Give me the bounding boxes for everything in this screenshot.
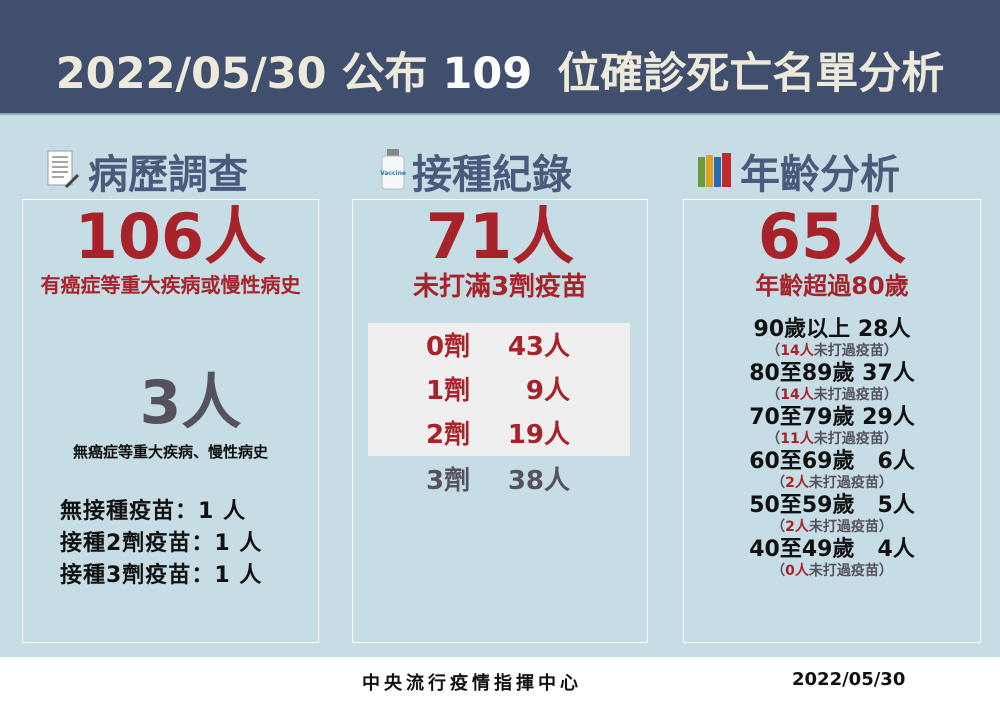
title-date: 2022/05/30 xyxy=(55,49,327,99)
age-count: 6人 xyxy=(877,449,915,474)
dose-label: 3劑 xyxy=(426,466,471,496)
history-breakdown-row: 接種3劑疫苗：1 人 xyxy=(60,557,262,589)
section-title-text: 年齡分析 xyxy=(740,152,900,198)
dose-row: 0劑 43人 xyxy=(340,327,660,367)
unvaccinated-note: 未打過疫苗 xyxy=(813,343,884,359)
breakdown-value: ：1 人 xyxy=(191,563,263,588)
history-main-count: 106人 xyxy=(74,200,267,273)
page-title: 2022/05/30 公布 109 位確診死亡名單分析 xyxy=(0,44,1000,104)
section-title-history: 病歷調查 xyxy=(44,145,248,205)
dose-count: 38人 xyxy=(507,466,570,496)
dose-label: 0劑 xyxy=(426,332,471,362)
unvaccinated-count: 11人 xyxy=(780,431,814,447)
age-group-row: 60至69歲 6人 （2人未打過疫苗） xyxy=(749,449,915,491)
unvaccinated-count: 2人 xyxy=(785,519,809,535)
dose-count: 19人 xyxy=(507,420,570,450)
title-count: 109 xyxy=(442,49,533,99)
history-secondary-desc: 無癌症等重大疾病、慢性病史 xyxy=(72,443,268,461)
unvaccinated-count: 0人 xyxy=(785,563,809,579)
age-range: 60至69歲 xyxy=(749,449,855,474)
vaccine-bottle-icon: Vaccine xyxy=(378,147,408,208)
age-range: 80至89歲 xyxy=(749,361,855,386)
title-publish: 公布 xyxy=(341,49,428,99)
section-title-text: 病歷調查 xyxy=(88,152,248,198)
unvaccinated-note: 未打過疫苗 xyxy=(808,475,879,491)
dose-highlight-bg xyxy=(368,323,630,456)
document-icon xyxy=(44,147,84,208)
dose-label: 2劑 xyxy=(426,420,471,450)
vaccine-main-count: 71人 xyxy=(425,200,575,273)
footer: 中央流行疫情指揮中心 2022/05/30 xyxy=(0,657,1000,707)
age-range: 90歲以上 xyxy=(753,317,851,342)
breakdown-label: 無接種疫苗 xyxy=(60,499,176,524)
section-title-vaccine: Vaccine 接種紀錄 xyxy=(378,145,572,205)
svg-text:Vaccine: Vaccine xyxy=(380,170,406,177)
age-count: 37人 xyxy=(862,361,915,386)
title-rest: 位確診死亡名單分析 xyxy=(557,49,945,99)
age-group-row: 80至89歲 37人 （14人未打過疫苗） xyxy=(749,361,915,403)
history-secondary-count: 3人 xyxy=(139,368,242,438)
dose-label: 1劑 xyxy=(426,376,471,406)
unvaccinated-note: 未打過疫苗 xyxy=(808,563,879,579)
dose-row: 3劑 38人 xyxy=(340,461,660,501)
dose-count: 43人 xyxy=(507,332,570,362)
breakdown-label: 接種2劑疫苗 xyxy=(60,531,192,556)
unvaccinated-note: 未打過疫苗 xyxy=(813,387,884,403)
vaccine-box: 71人 未打滿3劑疫苗 xyxy=(352,199,648,643)
age-main-desc: 年齡超過80歲 xyxy=(755,272,909,300)
age-count: 29人 xyxy=(862,405,915,430)
unvaccinated-note: 未打過疫苗 xyxy=(813,431,884,447)
age-count: 28人 xyxy=(857,317,911,342)
breakdown-label: 接種3劑疫苗 xyxy=(60,563,192,588)
section-title-text: 接種紀錄 xyxy=(412,152,572,198)
age-group-row: 40至49歲 4人 （0人未打過疫苗） xyxy=(749,537,915,579)
age-count: 4人 xyxy=(877,537,915,562)
vaccine-main-desc: 未打滿3劑疫苗 xyxy=(412,272,588,302)
age-range: 40至49歲 xyxy=(749,537,855,562)
main-panel: 病歷調查 Vaccine 接種紀錄 年齡分析 106人 有癌症等重大疾病或慢性病… xyxy=(0,113,1000,659)
history-box: 106人 有癌症等重大疾病或慢性病史 3人 無癌症等重大疾病、慢性病史 xyxy=(22,199,319,643)
age-group-row: 50至59歲 5人 （2人未打過疫苗） xyxy=(749,493,915,535)
breakdown-value: ：1 人 xyxy=(175,499,246,524)
section-title-age: 年齡分析 xyxy=(696,145,900,205)
dose-row: 1劑 9人 xyxy=(340,371,660,411)
age-count: 5人 xyxy=(877,493,915,518)
age-group-row: 70至79歲 29人 （11人未打過疫苗） xyxy=(749,405,915,447)
age-range: 50至59歲 xyxy=(749,493,855,518)
unvaccinated-note: 未打過疫苗 xyxy=(808,519,879,535)
books-icon xyxy=(696,147,736,208)
age-box: 65人 年齡超過80歲 xyxy=(683,199,981,643)
footer-organization: 中央流行疫情指揮中心 xyxy=(362,673,582,694)
footer-date: 2022/05/30 xyxy=(792,669,906,690)
history-main-desc: 有癌症等重大疾病或慢性病史 xyxy=(40,273,301,297)
history-breakdown-row: 接種2劑疫苗：1 人 xyxy=(60,525,262,557)
breakdown-value: ：1 人 xyxy=(191,531,263,556)
age-range: 70至79歲 xyxy=(749,405,855,430)
dose-row: 2劑 19人 xyxy=(340,415,660,455)
history-breakdown-row: 無接種疫苗：1 人 xyxy=(60,493,246,525)
unvaccinated-count: 14人 xyxy=(780,387,814,403)
dose-count: 9人 xyxy=(525,376,570,406)
unvaccinated-count: 2人 xyxy=(785,475,809,491)
unvaccinated-count: 14人 xyxy=(780,343,814,359)
age-group-row: 90歲以上 28人 （14人未打過疫苗） xyxy=(753,317,911,359)
age-main-count: 65人 xyxy=(757,200,907,273)
header-banner: 2022/05/30 公布 109 位確診死亡名單分析 xyxy=(0,0,1000,113)
